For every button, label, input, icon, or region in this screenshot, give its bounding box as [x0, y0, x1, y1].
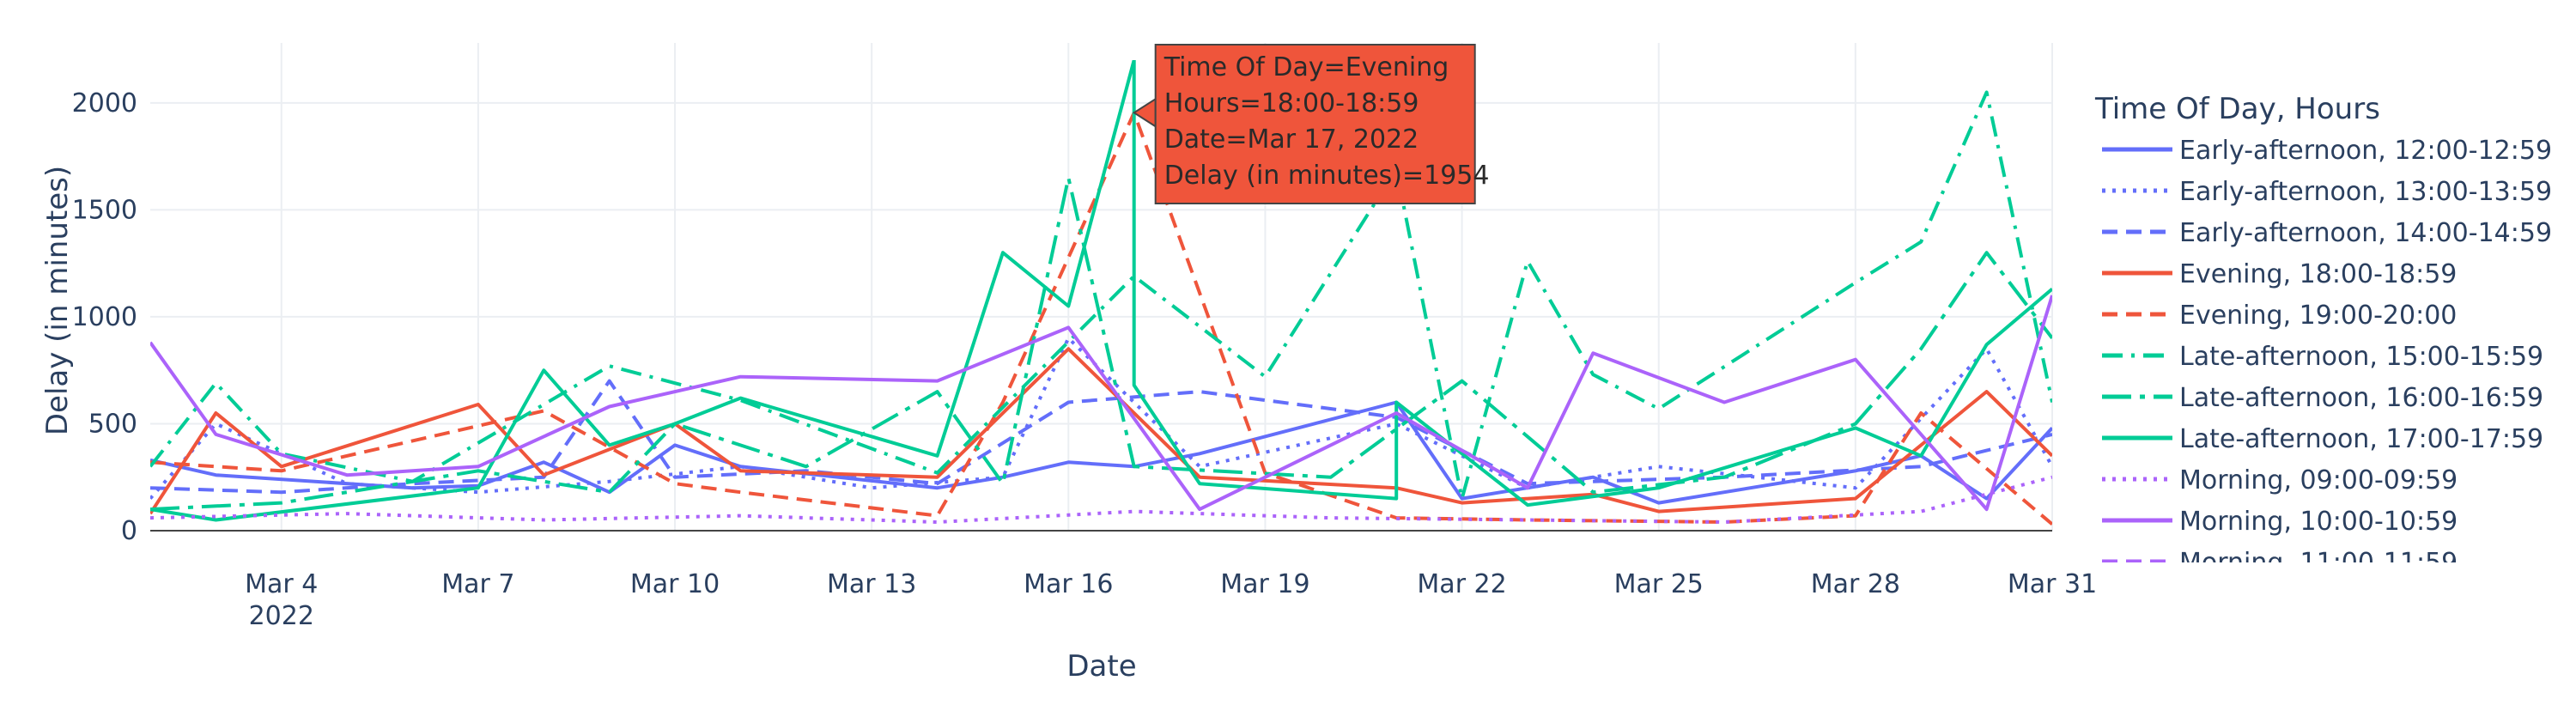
legend-item[interactable]: Morning, 09:00-09:59: [2102, 465, 2458, 495]
legend-item[interactable]: Late-afternoon, 15:00-15:59: [2102, 342, 2543, 372]
tooltip-box: [1154, 44, 1476, 204]
legend-label: Early-afternoon, 14:00-14:59: [2179, 218, 2552, 248]
y-axis-title: Delay (in minutes): [40, 166, 75, 435]
hover-tooltip: Time Of Day=Evening Hours=18:00-18:59 Date…: [1132, 44, 1490, 204]
x-tick-label: Mar 19: [1220, 569, 1309, 599]
series-line-3[interactable]: [150, 347, 2052, 515]
y-axis-ticks: 0 500 1000 1500 2000: [72, 88, 137, 546]
series-line-9[interactable]: [150, 295, 2052, 512]
legend-label: Early-afternoon, 12:00-12:59: [2179, 136, 2552, 166]
y-tick-label: 2000: [72, 88, 137, 118]
tooltip-line: Date=Mar 17, 2022: [1164, 125, 1419, 155]
legend-item[interactable]: Late-afternoon, 16:00-16:59: [2102, 383, 2543, 413]
legend-label: Morning, 10:00-10:59: [2179, 507, 2458, 537]
tooltip-line: Time Of Day=Evening: [1163, 52, 1449, 82]
legend-label: Morning, 09:00-09:59: [2179, 465, 2458, 495]
y-tick-label: 1500: [72, 195, 137, 225]
legend-item[interactable]: Early-afternoon, 14:00-14:59: [2102, 218, 2552, 248]
x-tick-year: 2022: [249, 601, 314, 631]
legend-item[interactable]: Early-afternoon, 13:00-13:59: [2102, 177, 2552, 207]
series-line-2[interactable]: [150, 379, 2052, 495]
legend-item[interactable]: Evening, 18:00-18:59: [2102, 259, 2457, 289]
x-tick-label: Mar 22: [1417, 569, 1506, 599]
legend-label: Evening, 18:00-18:59: [2179, 259, 2457, 289]
y-tick-label: 0: [121, 516, 137, 546]
x-tick-label: Mar 10: [630, 569, 720, 599]
y-tick-label: 500: [88, 409, 137, 439]
x-axis-title: Date: [1066, 649, 1136, 684]
tooltip-line: Hours=18:00-18:59: [1164, 88, 1419, 118]
legend-item[interactable]: Morning, 11:00-11:59: [2102, 548, 2458, 578]
x-tick-label: Mar 7: [441, 569, 514, 599]
legend-label: Late-afternoon, 15:00-15:59: [2179, 342, 2543, 372]
series-line-6[interactable]: [150, 176, 2052, 512]
legend-label: Late-afternoon, 16:00-16:59: [2179, 383, 2543, 413]
series-layer: [150, 60, 2052, 526]
series-line-8[interactable]: [150, 475, 2052, 524]
series-line-7[interactable]: [150, 60, 2052, 522]
legend-label: Evening, 19:00-20:00: [2179, 301, 2457, 331]
legend-label: Morning, 11:00-11:59: [2179, 548, 2458, 578]
legend-item[interactable]: Late-afternoon, 17:00-17:59: [2102, 424, 2543, 454]
legend-item[interactable]: Early-afternoon, 12:00-12:59: [2102, 136, 2552, 166]
series-line-5[interactable]: [150, 90, 2052, 501]
x-tick-label: Mar 16: [1024, 569, 1113, 599]
legend-title: Time Of Day, Hours: [2094, 92, 2380, 126]
x-tick-label: Mar 13: [827, 569, 916, 599]
y-tick-label: 1000: [72, 302, 137, 332]
legend-label: Early-afternoon, 13:00-13:59: [2179, 177, 2552, 207]
legend[interactable]: Time Of Day, Hours Early-afternoon, 12:0…: [2094, 92, 2552, 578]
series-line-1[interactable]: [150, 336, 2052, 500]
legend-label: Late-afternoon, 17:00-17:59: [2179, 424, 2543, 454]
x-tick-label: Mar 4: [245, 569, 318, 599]
tooltip-line: Delay (in minutes)=1954: [1164, 161, 1490, 191]
x-tick-label: Mar 31: [2008, 569, 2097, 599]
x-tick-label: Mar 25: [1614, 569, 1704, 599]
x-tick-label: Mar 28: [1811, 569, 1900, 599]
gridlines: [150, 43, 2053, 531]
legend-item[interactable]: Morning, 10:00-10:59: [2102, 507, 2458, 537]
legend-item[interactable]: Evening, 19:00-20:00: [2102, 301, 2457, 331]
